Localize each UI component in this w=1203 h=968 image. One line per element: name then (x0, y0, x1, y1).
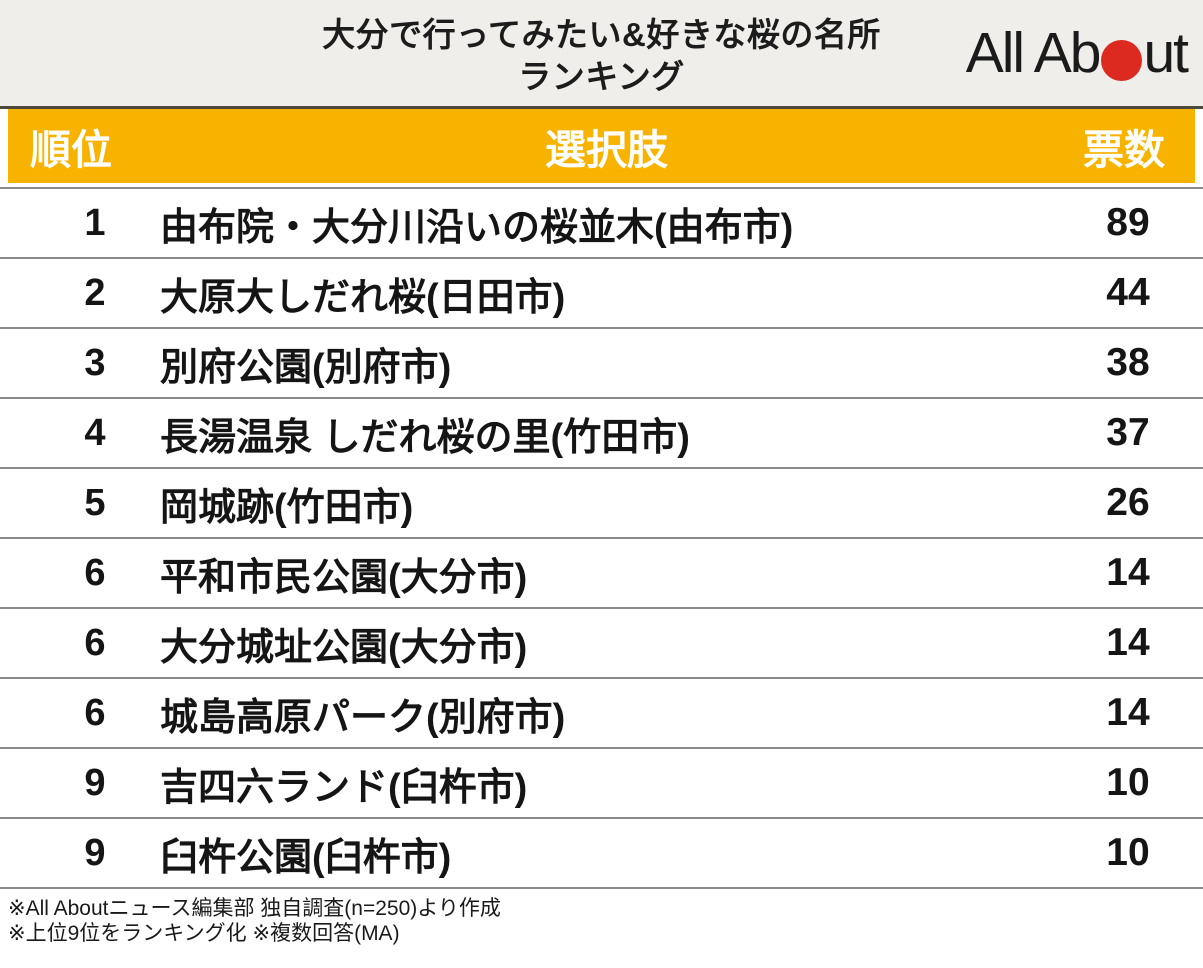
column-header-choice: 選択肢 (545, 127, 668, 173)
spot-name-cell: 臼杵公園(臼杵市) (160, 836, 452, 879)
table-row: 6 城島高原パーク(別府市) 14 (0, 677, 1203, 747)
table-row: 6 平和市民公園(大分市) 14 (0, 537, 1203, 607)
allabout-logo: All Ab ut (965, 18, 1189, 85)
votes-cell: 10 (1106, 831, 1150, 874)
votes-cell: 14 (1106, 621, 1150, 664)
table-row: 1 由布院・大分川沿いの桜並木(由布市) 89 (0, 187, 1203, 257)
footnote-line-1: ※All Aboutニュース編集部 独自調査(n=250)より作成 (8, 897, 501, 920)
spot-name-cell: 由布院・大分川沿いの桜並木(由布市) (160, 206, 794, 249)
votes-cell: 14 (1106, 691, 1150, 734)
votes-cell: 10 (1106, 761, 1150, 804)
column-header-votes: 票数 (1083, 127, 1165, 173)
rank-cell: 6 (84, 691, 106, 734)
table-row: 6 大分城址公園(大分市) 14 (0, 607, 1203, 677)
rank-cell: 6 (84, 621, 106, 664)
votes-cell: 44 (1106, 271, 1150, 314)
rank-cell: 1 (84, 201, 106, 244)
table-row: 9 吉四六ランド(臼杵市) 10 (0, 747, 1203, 817)
ranking-table: 1 由布院・大分川沿いの桜並木(由布市) 89 2 大原大しだれ桜(日田市) 4… (0, 187, 1203, 887)
table-row: 3 別府公園(別府市) 38 (0, 327, 1203, 397)
logo-o-circle-icon (1101, 40, 1143, 81)
footer-note: ※All Aboutニュース編集部 独自調査(n=250)より作成 ※上位9位を… (0, 887, 1203, 946)
votes-cell: 26 (1106, 481, 1150, 524)
table-row: 4 長湯温泉 しだれ桜の里(竹田市) 37 (0, 397, 1203, 467)
spot-name-cell: 別府公園(別府市) (160, 346, 452, 389)
rank-cell: 9 (84, 831, 106, 874)
table-row: 2 大原大しだれ桜(日田市) 44 (0, 257, 1203, 327)
votes-cell: 38 (1106, 341, 1150, 384)
rank-cell: 3 (84, 341, 106, 384)
footnote-line-2: ※上位9位をランキング化 ※複数回答(MA) (8, 922, 400, 945)
spot-name-cell: 城島高原パーク(別府市) (160, 696, 566, 739)
spot-name-cell: 大原大しだれ桜(日田市) (160, 276, 566, 319)
table-row: 5 岡城跡(竹田市) 26 (0, 467, 1203, 537)
title-line-2: ランキング (518, 58, 685, 95)
votes-cell: 14 (1106, 551, 1150, 594)
spot-name-cell: 長湯温泉 しだれ桜の里(竹田市) (160, 416, 690, 459)
rank-cell: 4 (84, 411, 106, 454)
column-header-rank: 順位 (30, 127, 112, 173)
table-header-row: 順位 選択肢 票数 (8, 109, 1195, 183)
logo-text-left: All Ab (965, 21, 1102, 85)
spot-name-cell: 大分城址公園(大分市) (160, 626, 528, 669)
rank-cell: 9 (84, 761, 106, 804)
header-bar: 大分で行ってみたい&好きな桜の名所 ランキング All Ab ut (0, 0, 1203, 109)
rank-cell: 5 (84, 481, 106, 524)
logo-text-right: ut (1143, 21, 1189, 85)
votes-cell: 37 (1106, 411, 1150, 454)
spot-name-cell: 岡城跡(竹田市) (160, 486, 414, 529)
votes-cell: 89 (1106, 201, 1150, 244)
spot-name-cell: 平和市民公園(大分市) (160, 556, 528, 599)
rank-cell: 2 (84, 271, 106, 314)
page-title: 大分で行ってみたい&好きな桜の名所 ランキング (0, 14, 1203, 98)
table-row: 9 臼杵公園(臼杵市) 10 (0, 817, 1203, 887)
spot-name-cell: 吉四六ランド(臼杵市) (160, 766, 528, 809)
rank-cell: 6 (84, 551, 106, 594)
title-line-1: 大分で行ってみたい&好きな桜の名所 (322, 16, 881, 53)
